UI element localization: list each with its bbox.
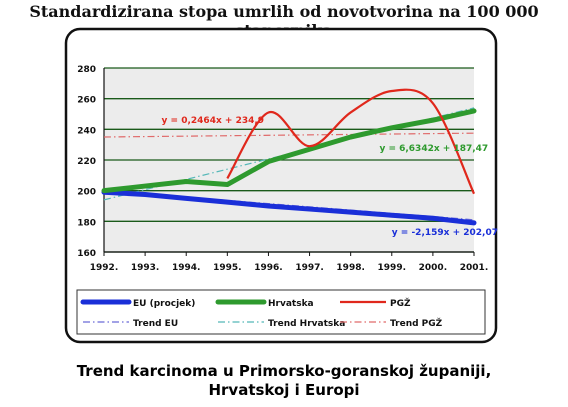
caption: Trend karcinoma u Primorsko-goranskoj žu… [0, 362, 568, 400]
x-tick-label: 1992. [90, 263, 118, 273]
series [101, 88, 477, 226]
y-tick-label: 220 [77, 157, 96, 167]
series-line-hrvatska [101, 108, 477, 194]
legend-label: Trend Hrvatska [268, 319, 345, 329]
legend-label: PGŽ [390, 297, 411, 309]
caption-line-2: Hrvatskoj i Europi [208, 381, 360, 399]
y-tick-label: 240 [77, 126, 96, 136]
y-tick-label: 260 [77, 96, 96, 106]
x-tick-label: 2000. [419, 263, 447, 273]
y-tick-label: 280 [77, 65, 96, 75]
legend: EU (procjek) Hrvatska PGŽ Trend EU Trend Hrv… [80, 297, 443, 329]
legend-label: EU (procjek) [133, 299, 195, 309]
caption-line-1: Trend karcinoma u Primorsko-goranskoj žu… [76, 362, 492, 380]
series-line-pgz [226, 88, 476, 195]
x-tick-label: 1993. [131, 263, 159, 273]
trendline-equation: y = -2,159x + 202,07 [392, 228, 498, 238]
axes: 160 180 200 220 240 260 280 1992. 1993. 1994. 1995… [77, 65, 488, 273]
legend-label: Hrvatska [268, 299, 314, 309]
x-tick-label: 1995. [213, 263, 241, 273]
legend-box [76, 289, 486, 335]
series-line-trend-pgz [103, 132, 475, 138]
x-tick-label: 1994. [172, 263, 200, 273]
trendline-equation: y = 6,6342x + 187,47 [379, 144, 488, 154]
y-tick-label: 200 [77, 188, 96, 198]
x-tick-label: 2001. [460, 263, 488, 273]
x-tick-label: 1996. [254, 263, 282, 273]
trendline-equation: y = 0,2464x + 234,9 [162, 116, 264, 126]
annotations: y = 0,2464x + 234,9 y = 6,6342x + 187,47 y… [162, 116, 498, 238]
y-tick-label: 160 [77, 249, 96, 259]
legend-label: Trend EU [133, 319, 178, 329]
x-tick-label: 1997. [295, 263, 323, 273]
series-line-eu [101, 189, 477, 226]
legend-label: Trend PGŽ [390, 317, 443, 329]
x-tick-label: 1999. [378, 263, 406, 273]
x-tick-label: 1998. [336, 263, 364, 273]
y-tick-label: 180 [77, 218, 96, 228]
